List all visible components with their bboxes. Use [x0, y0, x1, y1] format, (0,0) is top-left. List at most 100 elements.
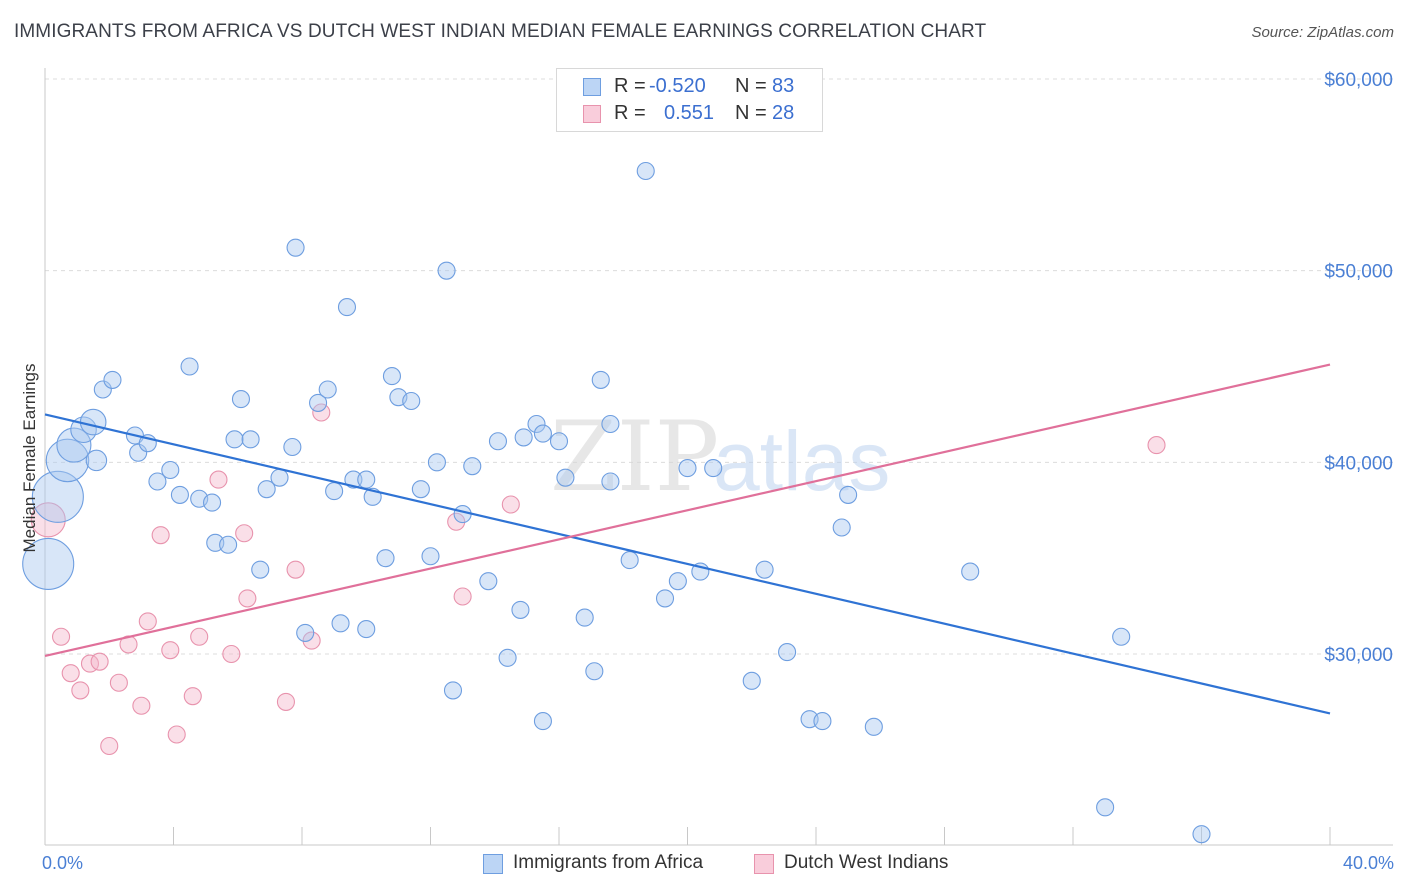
chart-title: IMMIGRANTS FROM AFRICA VS DUTCH WEST IND…	[14, 21, 987, 42]
source-label: Source: ZipAtlas.com	[1251, 24, 1394, 41]
point-dutch-west-indians	[151, 526, 170, 545]
point-immigrants-africa	[31, 470, 84, 523]
point-dutch-west-indians	[71, 681, 90, 700]
point-immigrants-africa	[549, 432, 569, 451]
point-immigrants-africa	[161, 460, 180, 480]
point-immigrants-africa	[376, 549, 395, 568]
trend-lines	[44, 363, 1331, 715]
point-immigrants-africa	[755, 560, 774, 579]
point-immigrants-africa	[1112, 627, 1131, 646]
point-immigrants-africa	[241, 430, 260, 449]
point-dutch-west-indians	[138, 612, 157, 631]
point-dutch-west-indians	[501, 495, 520, 514]
y-tick-label: $60,000	[1324, 70, 1393, 91]
point-immigrants-africa	[655, 589, 675, 608]
point-immigrants-africa	[325, 482, 344, 501]
point-dutch-west-indians	[222, 644, 241, 664]
point-immigrants-africa	[270, 468, 289, 487]
point-dutch-west-indians	[183, 687, 202, 706]
point-dutch-west-indians	[286, 560, 305, 579]
y-tick-label: $30,000	[1324, 645, 1393, 666]
y-axis-label: Median Female Earnings	[20, 364, 39, 553]
points-dutch-west-indians	[30, 403, 1166, 756]
point-immigrants-africa	[813, 712, 832, 731]
point-immigrants-africa	[93, 380, 112, 399]
point-dutch-west-indians	[238, 589, 257, 608]
point-immigrants-africa	[488, 432, 508, 451]
watermark-zip: ZIP	[550, 401, 719, 513]
legend-swatch-pink	[583, 105, 601, 123]
point-dutch-west-indians	[30, 502, 66, 538]
point-immigrants-africa	[180, 357, 199, 376]
point-dutch-west-indians	[453, 587, 472, 606]
point-immigrants-africa	[411, 480, 430, 499]
point-immigrants-africa	[382, 367, 402, 386]
point-dutch-west-indians	[447, 512, 466, 531]
point-immigrants-africa	[533, 424, 552, 443]
point-immigrants-africa	[318, 380, 337, 399]
point-dutch-west-indians	[190, 627, 209, 646]
point-immigrants-africa	[620, 551, 639, 570]
point-dutch-west-indians	[302, 631, 321, 650]
tick-labels: $30,000 $40,000 $50,000 $60,000 0.0% 40.0%	[42, 70, 1394, 873]
point-immigrants-africa	[437, 261, 456, 280]
legend-label-dutch: Dutch West Indians	[784, 852, 949, 873]
point-immigrants-africa	[283, 437, 302, 457]
point-immigrants-africa	[170, 485, 189, 504]
point-immigrants-africa	[839, 485, 858, 504]
point-dutch-west-indians	[161, 641, 180, 660]
grid-layer	[45, 78, 1393, 655]
legend-n-label: N =	[735, 75, 767, 97]
point-immigrants-africa	[337, 298, 357, 317]
legend-n-value-dutch: 28	[772, 102, 795, 124]
x-tick-label: 40.0%	[1343, 853, 1394, 873]
point-immigrants-africa	[778, 643, 797, 662]
point-immigrants-africa	[601, 472, 620, 491]
point-dutch-west-indians	[167, 725, 186, 744]
legend-r-value-africa: -0.520	[649, 75, 706, 97]
point-immigrants-africa	[427, 453, 446, 472]
point-immigrants-africa	[286, 238, 305, 257]
axes-layer	[44, 68, 1393, 846]
y-tick-label: $40,000	[1324, 453, 1393, 474]
point-dutch-west-indians	[312, 403, 331, 422]
y-tick-label: $50,000	[1324, 262, 1393, 283]
point-dutch-west-indians	[52, 627, 71, 646]
watermark: ZIP atlas	[550, 401, 890, 513]
point-immigrants-africa	[296, 623, 315, 642]
point-immigrants-africa	[357, 470, 376, 489]
point-immigrants-africa	[402, 391, 421, 411]
points-immigrants-africa	[22, 161, 1211, 844]
point-dutch-west-indians	[90, 652, 109, 671]
point-immigrants-africa	[56, 427, 92, 463]
point-immigrants-africa	[514, 428, 533, 447]
point-dutch-west-indians	[235, 524, 254, 543]
point-immigrants-africa	[668, 572, 687, 591]
legend-swatch-blue	[583, 78, 601, 96]
trend-line-africa	[44, 413, 1331, 715]
point-immigrants-africa	[1096, 798, 1115, 817]
point-immigrants-africa	[225, 430, 244, 449]
point-immigrants-africa	[601, 414, 620, 434]
legend-swatch-blue	[483, 854, 503, 874]
point-immigrants-africa	[203, 493, 222, 512]
point-immigrants-africa	[575, 608, 594, 627]
point-immigrants-africa	[85, 449, 108, 472]
point-immigrants-africa	[344, 470, 363, 489]
point-dutch-west-indians	[132, 696, 151, 715]
point-immigrants-africa	[961, 562, 980, 581]
legend-swatch-pink	[754, 854, 774, 874]
point-immigrants-africa	[219, 535, 238, 554]
point-immigrants-africa	[511, 600, 530, 619]
point-immigrants-africa	[591, 370, 610, 389]
watermark-atlas: atlas	[713, 414, 890, 508]
legend-label-africa: Immigrants from Africa	[513, 852, 704, 873]
point-immigrants-africa	[357, 620, 376, 639]
point-immigrants-africa	[527, 414, 546, 434]
point-immigrants-africa	[331, 614, 350, 633]
point-immigrants-africa	[443, 681, 463, 700]
point-dutch-west-indians	[209, 470, 228, 489]
point-immigrants-africa	[636, 161, 655, 181]
point-immigrants-africa	[463, 457, 482, 476]
point-immigrants-africa	[704, 459, 723, 478]
